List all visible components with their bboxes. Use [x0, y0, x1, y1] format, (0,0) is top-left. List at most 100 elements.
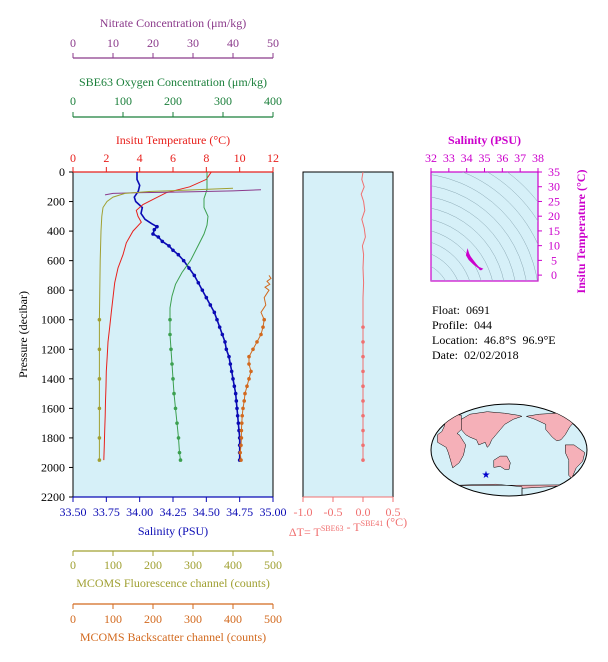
backscatter-tick-label: 400	[224, 612, 242, 626]
oxygen-point	[177, 450, 182, 455]
backscatter-point	[262, 317, 267, 322]
density-contour	[393, 283, 429, 319]
nitrate-tick-label: 50	[267, 36, 279, 50]
profile-date: Date: 02/02/2018	[432, 348, 519, 362]
delta-t-sensor-sup: SBE63	[321, 524, 344, 533]
fluorescence-tick-label: 100	[104, 558, 122, 572]
backscatter-point	[247, 377, 251, 381]
salinity-point	[208, 303, 213, 307]
fluorescence-line	[98, 187, 234, 461]
backscatter-tick-label: 500	[264, 612, 282, 626]
backscatter-point	[249, 369, 253, 374]
salinity-tick-label: 34.00	[126, 505, 153, 519]
pressure-tick-label: 600	[47, 254, 65, 268]
oxygen-tick-label: 300	[214, 94, 232, 108]
delta-t-point	[361, 458, 365, 462]
oxygen-point	[172, 391, 176, 396]
backscatter-point	[239, 436, 244, 440]
fluorescence-tick-label: 0	[70, 558, 76, 572]
backscatter-point	[240, 421, 244, 425]
salinity-point	[160, 239, 165, 244]
salinity-axis-title: Salinity (PSU)	[138, 524, 208, 538]
delta-t-point	[361, 443, 365, 448]
delta-t-curves	[360, 172, 366, 462]
fluorescence-point	[97, 436, 102, 440]
oxygen-tick-label: 0	[70, 94, 76, 108]
salinity-tick-label: 34.75	[226, 505, 253, 519]
salinity-point	[176, 252, 181, 257]
landmass-antarctica	[443, 483, 575, 496]
backscatter-point	[239, 458, 243, 462]
salinity-tick-label: 34.25	[160, 505, 187, 519]
oxygen-point	[168, 317, 172, 322]
backscatter-point	[240, 413, 244, 418]
fluorescence-tick-label: 200	[144, 558, 162, 572]
delta-t-point	[361, 340, 365, 344]
pressure-tick-label: 0	[59, 165, 65, 179]
nitrate-tick-label: 0	[70, 36, 76, 50]
pressure-axis-title: Pressure (decibar)	[16, 291, 30, 378]
salinity-point	[181, 258, 186, 263]
delta-t-tick-label: -0.5	[324, 505, 343, 519]
fluorescence-point	[97, 317, 102, 322]
ts-y-tick-label: 5	[551, 253, 557, 267]
salinity-point	[217, 325, 222, 329]
temperature-line	[103, 172, 212, 461]
delta-t-point	[361, 413, 365, 418]
oxygen-point	[169, 347, 173, 352]
delta-t-point	[361, 354, 365, 359]
landmass-south-america	[565, 444, 586, 479]
float-id: Float: 0691	[432, 303, 491, 317]
delta-t-point	[361, 399, 365, 403]
nitrate-line	[104, 189, 262, 196]
backscatter-axis-title: MCOMS Backscatter channel (counts)	[80, 630, 266, 644]
pressure-tick-label: 1400	[41, 372, 65, 386]
backscatter-point	[247, 354, 251, 359]
landmass-australia	[493, 455, 511, 470]
ts-contours	[393, 172, 538, 319]
fluorescence-point	[97, 406, 102, 411]
backscatter-point	[251, 347, 255, 352]
profile-curves	[97, 172, 272, 462]
ts-y-axis-title: Insitu Temperature (°C)	[574, 170, 588, 294]
salinity-point	[223, 340, 227, 344]
oxygen-point	[170, 362, 174, 366]
ts-y-tick-label: 30	[548, 180, 560, 194]
delta-t-label-part: (°C)	[383, 515, 407, 529]
oxygen-axis-title: SBE63 Oxygen Concentration (μm/kg)	[79, 75, 267, 89]
salinity-point	[156, 235, 161, 239]
pressure-tick-label: 1600	[41, 401, 65, 415]
salinity-point	[228, 362, 233, 366]
profile-plot-area	[72, 171, 274, 498]
fluorescence-tick-label: 300	[184, 558, 202, 572]
ts-profile-curve	[465, 248, 484, 271]
salinity-point	[220, 332, 225, 337]
ts-x-axis-title: Salinity (PSU)	[448, 133, 521, 147]
temperature-tick-label: 4	[137, 151, 143, 165]
fluorescence-point	[97, 347, 102, 352]
float-position-marker: ★	[482, 470, 491, 481]
backscatter-point	[255, 340, 259, 344]
fluorescence-tick-label: 400	[224, 558, 242, 572]
temperature-tick-label: 2	[103, 151, 109, 165]
ts-x-tick-label: 36	[496, 151, 508, 165]
nitrate-tick-label: 20	[147, 36, 159, 50]
backscatter-tick-label: 200	[144, 612, 162, 626]
salinity-point	[152, 227, 157, 232]
nitrate-tick-label: 40	[227, 36, 239, 50]
oxygen-point	[176, 436, 181, 440]
salinity-point	[196, 280, 201, 285]
ts-y-tick-label: 10	[548, 239, 560, 253]
oxygen-point	[175, 421, 179, 425]
ts-x-tick-label: 32	[425, 151, 437, 165]
backscatter-point	[243, 391, 247, 396]
ts-x-tick-label: 38	[532, 151, 544, 165]
pressure-tick-label: 400	[47, 224, 65, 238]
delta-t-sensor-sup: SBE41	[361, 519, 384, 528]
oxygen-point	[173, 406, 178, 411]
salinity-line	[133, 172, 241, 461]
backscatter-point	[239, 428, 244, 433]
ts-x-tick-label: 37	[514, 151, 526, 165]
salinity-point	[234, 399, 239, 403]
